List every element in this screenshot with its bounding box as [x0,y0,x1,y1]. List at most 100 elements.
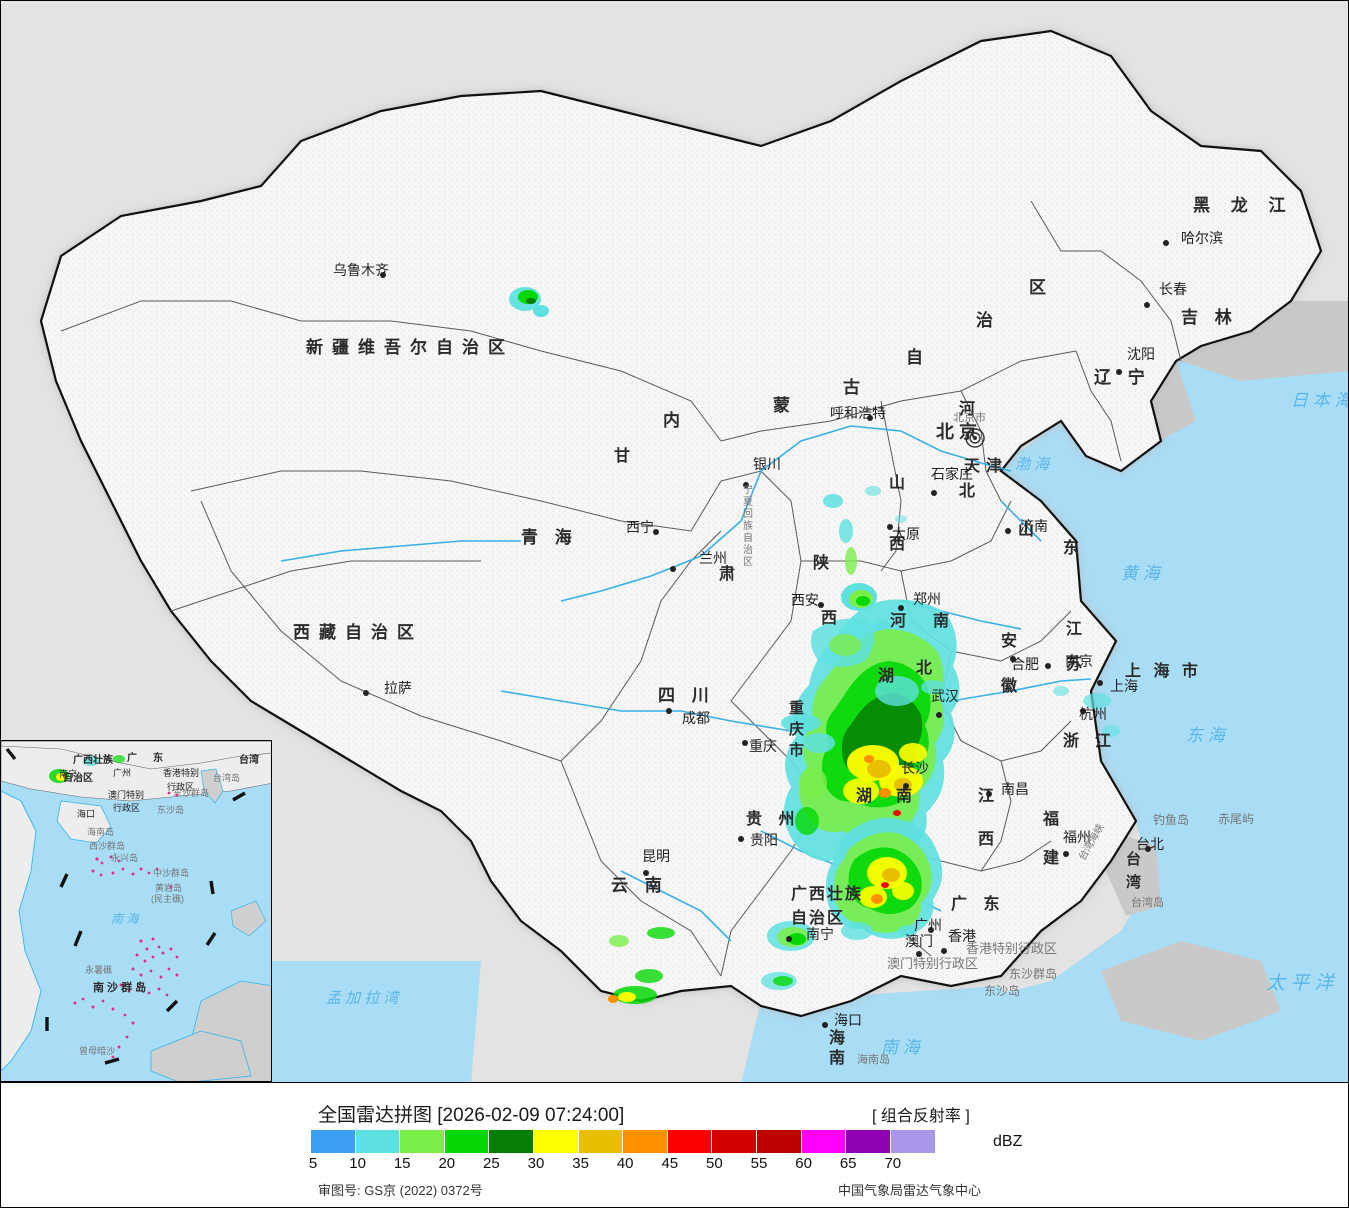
city-dot [1080,708,1086,714]
map-label: 台湾 [239,753,259,766]
map-label: 西 [889,535,905,553]
colorbar-tick-label: 40 [616,1155,634,1172]
map-label: 台湾岛 [1131,895,1164,909]
map-label: 湖 [856,787,872,805]
map-label: 北 [959,482,975,500]
city-dot [986,791,992,797]
inset-labels: 广西壮族自治区广东台湾南宁 广州 香港特别行政区台湾岛澳门特别行政区东沙群岛东沙岛海… [59,751,259,1056]
map-label: 澳门特别行政区 [887,956,978,971]
map-label: 广西壮族 [73,753,114,766]
map-label: 海口 [834,1012,862,1028]
map-label: 贵阳 [750,832,778,848]
map-label: 南 海 [881,1038,923,1057]
map-label: 南宁 [59,768,77,779]
map-label: 孟 加 拉 湾 [326,990,402,1007]
map-label: 南昌 [1001,781,1029,797]
city-dot [1005,528,1011,534]
map-label: 区 [1029,278,1046,297]
map-label: 自 [743,531,753,544]
map-label: 中沙群岛 [153,867,189,878]
map-label: 南 [933,611,949,630]
map-label: 南 海 [111,912,140,926]
city-dot [786,936,792,942]
map-label: 澳门 [905,933,933,949]
source-organization: 中国气象局雷达气象中心 [838,1183,982,1198]
city-dot [898,605,904,611]
map-label: 沈阳 [1127,346,1155,362]
map-label: 庆 [789,720,804,738]
map-label: 徽 [1000,676,1018,695]
colorbar-tick-label: 45 [661,1155,679,1172]
map-label: 安 [1001,631,1017,650]
colorbar-swatch [355,1130,401,1153]
dbz-colorbar[interactable] [311,1130,936,1153]
map-label: 福 [1042,809,1059,828]
colorbar-tick-label: 60 [795,1155,812,1172]
map-label: 辽 宁 [1094,367,1151,387]
city-dot [742,740,748,746]
colorbar-swatch [311,1130,356,1153]
map-label: 蒙 [773,395,790,415]
map-label: 南 [896,786,912,805]
map-label: 广州 [113,767,131,778]
map-label: 吉 林 [1181,307,1238,327]
map-label: 东沙岛 [157,804,184,815]
map-label: 东 海 [1186,726,1228,745]
map-label: 台北 [1136,836,1164,852]
city-dot [670,566,676,572]
map-label: 西藏自治区 [293,622,423,642]
colorbar-swatch [756,1130,802,1153]
map-label: 族 [743,519,753,532]
map-label: 上 海 市 [1125,661,1202,680]
map-label: 银川 [753,456,781,472]
dbz-unit-label: dBZ [993,1133,1023,1150]
map-label: 乌鲁木齐 [333,262,389,278]
colorbar-tick-label: 10 [349,1155,366,1172]
map-label: 钓鱼岛 [1153,812,1189,827]
city-dot [936,712,942,718]
map-label: 夏 [743,496,753,508]
map-label: 北 [936,422,954,442]
map-label: 黄岩岛 [155,882,182,893]
china-national-boundary [39,29,1323,1018]
colorbar-swatch [712,1130,757,1153]
map-label: 海南岛 [87,826,114,837]
map-label: 东沙群岛 [173,787,209,798]
colorbar-tick-label: 50 [706,1155,723,1172]
map-label: 河 [959,399,975,418]
map-label: 广 [127,751,137,764]
map-label: 永兴岛 [111,852,138,863]
echo-east-coast [1053,686,1120,737]
colorbar-swatch [489,1130,534,1153]
map-label: 呼和浩特 [830,405,886,421]
map-label: 治 [976,310,993,330]
map-label: 古 [843,377,860,397]
colorbar-tick-label: 30 [527,1155,545,1172]
map-label: 建 [1043,849,1059,867]
city-dot [380,272,386,278]
map-label: 兰州 [699,550,727,566]
colorbar-swatch [533,1130,579,1153]
map-label: 黄 海 [1121,564,1163,583]
map-label: 广州 [914,917,942,933]
map-label: 东 [153,751,163,764]
map-label: 重 [789,699,804,717]
map-label: 重庆 [749,738,777,754]
city-dot [743,482,749,488]
city-dot [1045,663,1051,669]
city-dot [653,529,659,535]
map-label: 南 沙 群 岛 [93,980,146,994]
city-dot [643,870,649,876]
city-dot [887,524,893,530]
map-label: 贵 州 [746,809,800,828]
map-label: 上海 [1110,678,1138,694]
map-label: 东 [1063,538,1079,557]
colorbar-tick-label: 55 [750,1155,768,1172]
colorbar-tick-label: 20 [438,1155,456,1172]
radar-echo-layer [509,287,1120,1004]
map-label: 津 [986,457,1002,475]
south-china-sea-inset[interactable]: 广西壮族 自治区广东台湾 南宁 广州 香港特别 行政区 台湾岛 澳门特别 行政区 东沙群岛 东沙岛海… [0,740,272,1082]
city-dot [818,602,824,608]
map-label: 拉萨 [384,680,412,696]
